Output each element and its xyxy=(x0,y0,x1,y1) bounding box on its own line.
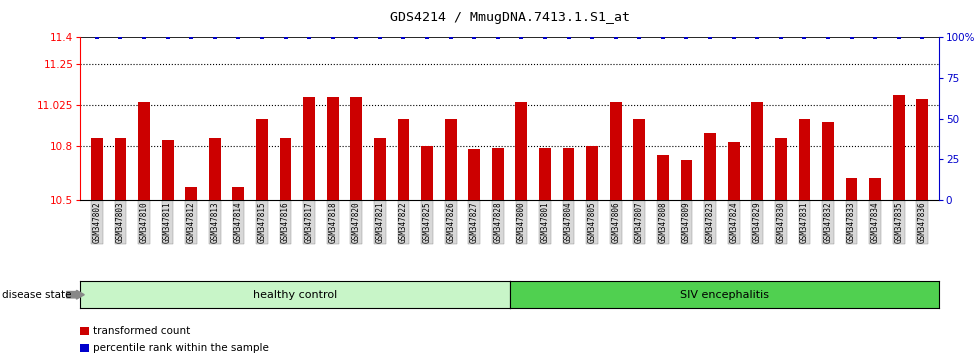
Bar xyxy=(869,178,881,200)
Point xyxy=(254,34,270,40)
Point xyxy=(277,34,293,40)
Text: GDS4214 / MmugDNA.7413.1.S1_at: GDS4214 / MmugDNA.7413.1.S1_at xyxy=(390,11,629,24)
Bar xyxy=(728,142,740,200)
Bar xyxy=(421,146,433,200)
Point xyxy=(396,34,412,40)
Point xyxy=(325,34,341,40)
Point xyxy=(419,34,435,40)
Point xyxy=(584,34,600,40)
Point xyxy=(207,34,222,40)
Point xyxy=(914,34,930,40)
Bar xyxy=(893,95,905,200)
Text: disease state: disease state xyxy=(2,290,72,300)
Point xyxy=(466,34,482,40)
Point xyxy=(349,34,365,40)
Bar xyxy=(398,119,410,200)
Bar xyxy=(115,138,126,200)
Point xyxy=(113,34,128,40)
Bar xyxy=(515,102,527,200)
Bar xyxy=(586,146,598,200)
Point xyxy=(891,34,907,40)
Bar xyxy=(799,119,810,200)
Bar xyxy=(303,97,315,200)
Bar xyxy=(374,138,386,200)
Bar xyxy=(162,140,173,200)
Bar xyxy=(445,119,457,200)
Point xyxy=(537,34,553,40)
Point xyxy=(631,34,647,40)
Point xyxy=(561,34,576,40)
Bar xyxy=(492,148,504,200)
Text: transformed count: transformed count xyxy=(93,326,190,336)
Text: percentile rank within the sample: percentile rank within the sample xyxy=(93,343,269,353)
Point xyxy=(773,34,789,40)
Point xyxy=(490,34,506,40)
Bar xyxy=(351,97,363,200)
Bar xyxy=(91,138,103,200)
Point xyxy=(726,34,742,40)
Bar xyxy=(846,178,858,200)
Bar xyxy=(775,138,787,200)
Bar xyxy=(279,138,291,200)
Bar xyxy=(610,102,621,200)
Point xyxy=(514,34,529,40)
Point xyxy=(301,34,317,40)
Point xyxy=(443,34,459,40)
Text: SIV encephalitis: SIV encephalitis xyxy=(680,290,768,300)
Point xyxy=(372,34,388,40)
Point xyxy=(820,34,836,40)
Point xyxy=(678,34,694,40)
Point xyxy=(867,34,883,40)
Text: healthy control: healthy control xyxy=(253,290,337,300)
Bar xyxy=(539,148,551,200)
Point xyxy=(89,34,105,40)
Bar xyxy=(680,160,693,200)
Bar xyxy=(256,119,268,200)
Bar xyxy=(232,187,244,200)
Bar xyxy=(705,133,716,200)
Point xyxy=(750,34,765,40)
Bar xyxy=(468,149,480,200)
Bar xyxy=(657,155,668,200)
Bar xyxy=(209,138,221,200)
Bar xyxy=(752,102,763,200)
Bar xyxy=(633,119,645,200)
Point xyxy=(797,34,812,40)
Bar xyxy=(138,102,150,200)
Point xyxy=(160,34,175,40)
Point xyxy=(136,34,152,40)
Point xyxy=(655,34,670,40)
Bar xyxy=(185,187,197,200)
Point xyxy=(230,34,246,40)
Bar xyxy=(563,148,574,200)
Point xyxy=(183,34,199,40)
Point xyxy=(844,34,859,40)
Bar xyxy=(326,97,339,200)
Point xyxy=(703,34,718,40)
Bar xyxy=(916,99,928,200)
Point xyxy=(608,34,623,40)
Bar xyxy=(822,122,834,200)
